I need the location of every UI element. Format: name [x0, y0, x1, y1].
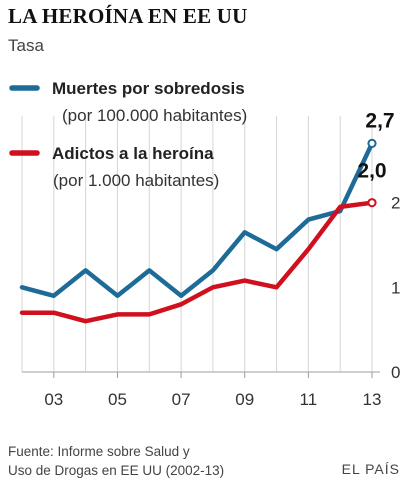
- y-axis: 0 1 2: [391, 194, 400, 382]
- chart-title: LA HEROÍNA EN EE UU: [8, 4, 248, 28]
- legend-unit-2: (por 1.000 habitantes): [53, 171, 219, 190]
- end-marker-1: [367, 138, 377, 148]
- gridlines: [21, 116, 373, 372]
- y-tick-label-0: 0: [391, 363, 400, 382]
- y-tick-label-2: 2: [391, 194, 400, 213]
- series-line-1: [19, 141, 375, 299]
- legend-unit-1: (por 100.000 habitantes): [62, 106, 247, 125]
- line-chart: 0 1 2 03 05 07 09 11 13 2,7 2,0 Muertes por sobr…: [9, 79, 400, 409]
- publisher-logo: EL PAÍS: [341, 461, 400, 477]
- end-value-labels: 2,7 2,0: [357, 109, 394, 182]
- source-line-2: Uso de Drogas en EE UU (2002-13): [8, 463, 225, 478]
- end-value-label-2: 2,0: [357, 160, 386, 183]
- legend: Muertes por sobredosis (por 100.000 habit…: [9, 79, 247, 190]
- x-axis: 03 05 07 09 11 13: [44, 372, 381, 409]
- x-tick-label-2011: 11: [300, 390, 318, 409]
- series-line-2: [19, 200, 375, 324]
- legend-label-1: Muertes por sobredosis: [52, 79, 245, 98]
- x-tick-label-2003: 03: [44, 390, 63, 409]
- y-tick-label-1: 1: [391, 278, 400, 297]
- x-tick-label-2013: 13: [363, 390, 382, 409]
- source-note: Fuente: Informe sobre Salud y Uso de Dro…: [8, 442, 224, 480]
- end-marker-2: [367, 198, 377, 208]
- chart-subtitle: Tasa: [8, 36, 44, 55]
- legend-label-2: Adictos a la heroína: [52, 144, 214, 163]
- end-value-label-1: 2,7: [365, 109, 394, 132]
- x-tick-label-2005: 05: [108, 390, 127, 409]
- series-lines: [19, 138, 377, 324]
- source-line-1: Fuente: Informe sobre Salud y: [8, 444, 190, 459]
- x-tick-label-2007: 07: [172, 390, 191, 409]
- x-tick-label-2009: 09: [235, 390, 254, 409]
